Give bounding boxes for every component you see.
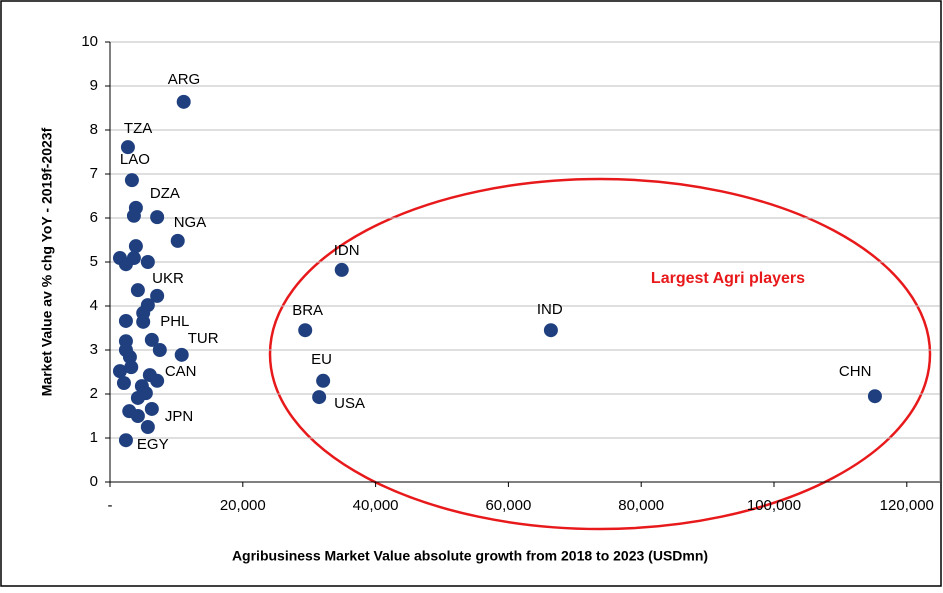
point-label: JPN (165, 408, 193, 425)
x-tick-label: 80,000 (618, 497, 664, 514)
point (150, 210, 165, 225)
x-tick-label: - (108, 497, 113, 514)
point (118, 433, 133, 448)
point-label: LAO (120, 151, 150, 168)
point (150, 373, 165, 388)
point (867, 389, 882, 404)
point (140, 255, 155, 269)
point (316, 373, 331, 388)
point (152, 343, 167, 357)
point (543, 323, 558, 338)
y-tick-label: 5 (90, 253, 98, 270)
point-label: IDN (334, 242, 360, 259)
point (144, 332, 159, 347)
x-axis-title: Agribusiness Market Value absolute growt… (232, 548, 708, 564)
point (126, 208, 141, 223)
y-tick-label: 1 (90, 429, 98, 446)
point (170, 233, 185, 248)
point-label: UKR (152, 270, 184, 287)
point (120, 140, 135, 155)
point-label: CHN (839, 363, 872, 380)
y-axis-title: Market Value av % chg YoY - 2019f-2023f (39, 127, 55, 396)
y-tick-label: 6 (90, 209, 98, 226)
x-tick-label: 120,000 (880, 497, 934, 514)
point (130, 283, 145, 298)
point-label: USA (334, 395, 365, 412)
point-label: BRA (292, 302, 323, 319)
y-tick-label: 8 (90, 121, 98, 138)
y-tick-label: 4 (90, 297, 98, 314)
point (312, 390, 327, 405)
point (150, 288, 165, 303)
y-tick-label: 3 (90, 341, 98, 358)
point (138, 386, 153, 401)
point-label: TZA (124, 120, 152, 137)
point (174, 347, 189, 362)
y-tick-label: 2 (90, 385, 98, 402)
point-label: NGA (174, 214, 207, 231)
point (144, 401, 159, 416)
point (334, 262, 349, 277)
y-tick-label: 7 (90, 165, 98, 182)
point (130, 409, 145, 423)
point (176, 94, 191, 109)
point-label: ARG (168, 71, 201, 88)
x-tick-label: 20,000 (220, 497, 266, 514)
point-label: EU (311, 351, 332, 368)
point (126, 251, 141, 266)
point (116, 376, 131, 390)
y-tick-label: 10 (81, 33, 98, 50)
y-tick-label: 9 (90, 77, 98, 94)
x-tick-label: 40,000 (353, 497, 399, 514)
point (140, 420, 155, 434)
point-label: DZA (150, 185, 180, 202)
x-tick-label: 100,000 (747, 497, 801, 514)
point (124, 173, 139, 188)
point (124, 360, 139, 375)
point (112, 364, 127, 379)
point (118, 313, 133, 328)
y-tick-label: 0 (90, 473, 98, 490)
highlight-ellipse (268, 177, 932, 531)
point-label: CAN (165, 363, 197, 380)
point-label: PHL (160, 313, 189, 330)
point (136, 314, 151, 329)
x-tick-label: 60,000 (485, 497, 531, 514)
point (298, 323, 313, 338)
point (128, 239, 143, 254)
point-label: TUR (188, 330, 219, 347)
annotation: Largest Agri players (651, 270, 805, 287)
point-label: IND (537, 301, 563, 318)
point-label: EGY (137, 436, 169, 453)
